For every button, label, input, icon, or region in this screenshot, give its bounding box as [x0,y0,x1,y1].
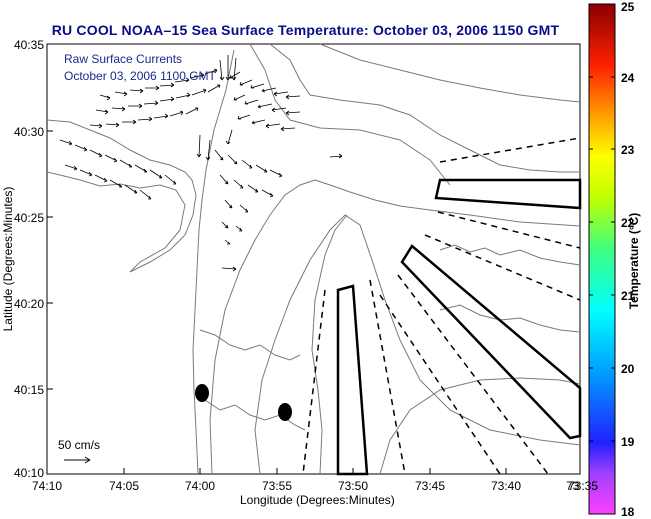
contour-deep [379,377,581,475]
colorbar-tick-label: 21 [621,289,635,303]
coastline-bay [46,119,197,273]
contour-patch-4 [439,304,581,333]
coastline [192,49,235,475]
x-tick-label: 74:05 [109,479,140,493]
y-axis-title: Latitude (Degrees:Minutes) [1,186,15,332]
y-tick-label: 40:25 [14,211,45,225]
colorbar-ticks [589,76,615,442]
contour-shelf-3 [311,214,348,475]
y-tick-label: 40:35 [14,38,45,52]
plot-frame [46,43,581,475]
colorbar-tick-label: 22 [621,216,635,230]
x-axis-title: Longitude (Degrees:Minutes) [240,493,395,507]
transect-lines [302,137,581,475]
y-tick-label: 40:15 [14,383,45,397]
x-tick-label: 73:35 [568,479,599,493]
axis-ticks [46,43,507,474]
x-tick-label: 73:40 [491,479,522,493]
current-vectors [59,55,343,272]
contour-lines [46,43,581,475]
scale-label: 50 cm/s [58,438,101,452]
contour-outer-3 [249,43,451,186]
contour-patch-2 [204,399,306,431]
overlay-label-line1: Raw Surface Currents [64,52,183,66]
scale-arrow [64,456,91,464]
study-zones [336,178,582,476]
colorbar [588,3,616,515]
colorbar-tick-label: 25 [621,0,635,14]
x-tick-label: 73:45 [415,479,446,493]
marker-dot [195,384,209,402]
contour-outer-2 [319,43,581,103]
contour-patch-1 [199,329,301,361]
colorbar-tick-label: 18 [621,505,635,519]
x-tick-label: 74:10 [32,479,63,493]
colorbar-tick-label: 23 [621,143,635,157]
x-tick-label: 73:3 [566,479,580,493]
colorbar-tick-label: 19 [621,435,635,449]
contour-shelf-2 [254,214,581,475]
colorbar-tick-label: 24 [621,71,635,85]
x-tick-label: 73:55 [262,479,293,493]
y-tick-label: 40:10 [14,466,45,480]
y-tick-label: 40:20 [14,297,45,311]
overlay-label-line2: October 03, 2006 1100 GMT [64,69,216,83]
zone-vertical [336,284,369,476]
contour-shelf-1 [209,179,581,475]
contour-patch-3 [439,244,581,266]
zone-north [434,178,582,210]
marker-dot [278,403,292,421]
colorbar-title: Temperature (°C) [627,212,641,310]
map-title: RU COOL NOAA–15 Sea Surface Temperature:… [51,22,560,38]
colorbar-tick-label: 20 [621,362,635,376]
y-tick-label: 40:30 [14,125,45,139]
contour-outer-1 [269,43,580,173]
x-tick-label: 74:00 [185,479,216,493]
zone-diagonal [400,244,582,440]
x-tick-label: 73:50 [338,479,369,493]
